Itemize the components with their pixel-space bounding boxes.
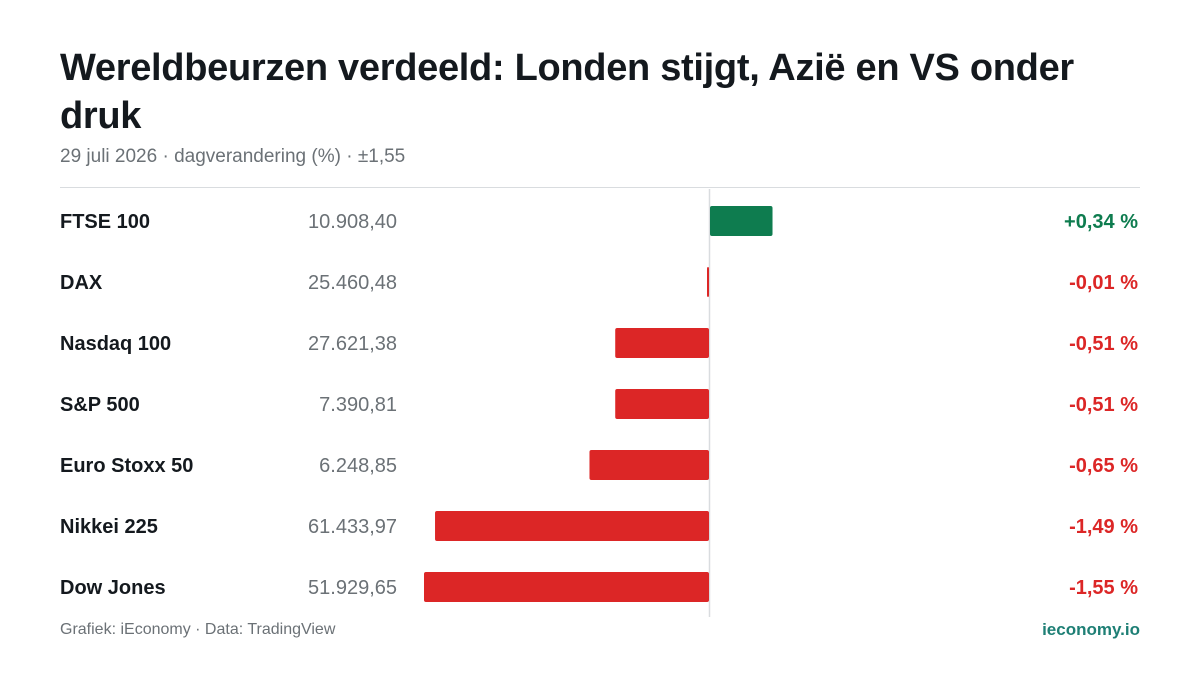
bar-nikkei-225 <box>435 511 709 541</box>
bar-ftse-100 <box>710 206 773 236</box>
chart-subtitle: 29 juli 2026 · dagverandering (%) · ±1,5… <box>60 146 406 167</box>
bar-s-p-500 <box>615 389 709 419</box>
bar-euro-stoxx-50 <box>589 450 709 480</box>
row-name-label: Nasdaq 100 <box>60 333 171 355</box>
change-label: -0,65 % <box>1069 455 1138 477</box>
row-name-label: FTSE 100 <box>60 211 150 233</box>
row-name-label: Dow Jones <box>60 577 166 599</box>
change-label: -0,01 % <box>1069 272 1138 294</box>
row-name-label: DAX <box>60 272 103 294</box>
change-label: -1,49 % <box>1069 516 1138 538</box>
row-name-label: S&P 500 <box>60 394 140 416</box>
row-level-value: 27.621,38 <box>308 333 397 355</box>
row-level-value: 10.908,40 <box>308 211 397 233</box>
row-level-value: 6.248,85 <box>319 455 397 477</box>
bar-dax <box>707 267 709 297</box>
page-title: Wereldbeurzen verdeeld: Londen stijgt, A… <box>60 47 1074 137</box>
row-name-label: Nikkei 225 <box>60 516 158 538</box>
bar-dow-jones <box>424 572 709 602</box>
change-label: -0,51 % <box>1069 394 1138 416</box>
change-label: +0,34 % <box>1064 211 1138 233</box>
row-level-value: 51.929,65 <box>308 577 397 599</box>
header-divider <box>60 187 1140 188</box>
row-level-value: 25.460,48 <box>308 272 397 294</box>
row-level-value: 61.433,97 <box>308 516 397 538</box>
source-credit: Grafiek: iEconomy · Data: TradingView <box>60 621 336 638</box>
row-name-label: Euro Stoxx 50 <box>60 455 193 477</box>
change-label: -1,55 % <box>1069 577 1138 599</box>
change-label: -0,51 % <box>1069 333 1138 355</box>
bar-nasdaq-100 <box>615 328 709 358</box>
row-level-value: 7.390,81 <box>319 394 397 416</box>
brand-link[interactable]: ieconomy.io <box>1042 620 1140 639</box>
